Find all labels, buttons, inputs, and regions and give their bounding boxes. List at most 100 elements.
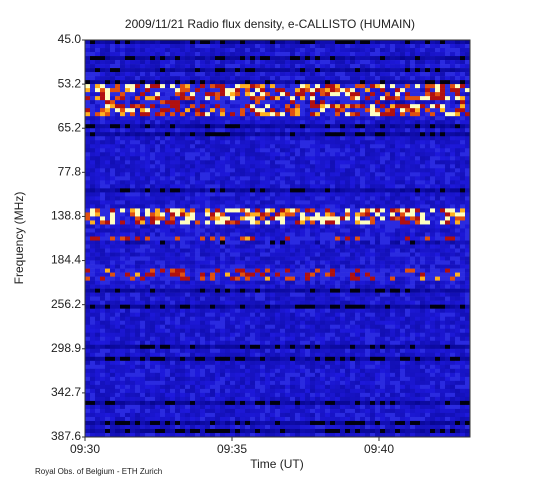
spectrogram-cell xyxy=(85,76,91,81)
spectrogram-cell xyxy=(330,156,336,161)
spectrogram-cell xyxy=(275,80,281,85)
spectrogram-cell xyxy=(210,260,216,265)
spectrogram-cell xyxy=(330,296,336,301)
spectrogram-cell xyxy=(410,216,416,221)
spectrogram-cell xyxy=(115,208,121,213)
spectrogram-cell xyxy=(95,60,101,65)
spectrogram-cell xyxy=(305,216,311,221)
spectrogram-cell xyxy=(270,76,276,81)
spectrogram-cell xyxy=(415,284,421,289)
spectrogram-cell xyxy=(465,192,471,197)
spectrogram-cell xyxy=(415,212,421,217)
spectrogram-cell xyxy=(195,236,201,241)
spectrogram-cell xyxy=(145,84,151,89)
spectrogram-cell xyxy=(350,232,356,237)
spectrogram-cell xyxy=(125,276,131,281)
spectrogram-cell xyxy=(385,284,391,289)
spectrogram-cell xyxy=(460,252,466,257)
spectrogram-cell xyxy=(240,200,246,205)
spectrogram-cell xyxy=(230,164,236,169)
spectrogram-cell xyxy=(460,132,466,137)
spectrogram-cell xyxy=(310,224,316,229)
spectrogram-cell xyxy=(225,272,231,277)
spectrogram-cell xyxy=(210,184,216,189)
spectrogram-cell xyxy=(410,248,416,253)
spectrogram-cell xyxy=(285,276,291,281)
spectrogram-cell xyxy=(230,128,236,133)
spectrogram-cell xyxy=(375,288,381,293)
spectrogram-cell xyxy=(180,96,186,101)
spectrogram-cell xyxy=(100,192,106,197)
spectrogram-cell xyxy=(405,216,411,221)
spectrogram-cell xyxy=(285,288,291,293)
spectrogram-cell xyxy=(245,76,251,81)
spectrogram-cell xyxy=(255,92,261,97)
spectrogram-cell xyxy=(260,264,266,269)
spectrogram-cell xyxy=(425,248,431,253)
spectrogram-cell xyxy=(175,180,181,185)
spectrogram-cell xyxy=(320,100,326,105)
spectrogram-cell xyxy=(405,96,411,101)
spectrogram-cell xyxy=(165,200,171,205)
spectrogram-cell xyxy=(435,156,441,161)
spectrogram-cell xyxy=(380,216,386,221)
spectrogram-cell xyxy=(350,44,356,49)
spectrogram-cell xyxy=(325,228,331,233)
spectrogram-cell xyxy=(325,184,331,189)
spectrogram-cell xyxy=(175,192,181,197)
spectrogram-cell xyxy=(340,288,346,293)
spectrogram-cell xyxy=(275,96,281,101)
spectrogram-cell xyxy=(450,52,456,57)
spectrogram-cell xyxy=(110,264,116,269)
spectrogram-cell xyxy=(320,260,326,265)
spectrogram-cell xyxy=(390,108,396,113)
spectrogram-cell xyxy=(340,208,346,213)
spectrogram-cell xyxy=(450,64,456,69)
spectrogram-cell xyxy=(420,172,426,177)
spectrogram-cell xyxy=(395,100,401,105)
spectrogram-cell xyxy=(165,256,171,261)
spectrogram-cell xyxy=(430,144,436,149)
spectrogram-cell xyxy=(140,196,146,201)
spectrogram-cell xyxy=(405,264,411,269)
spectrogram-cell xyxy=(160,144,166,149)
spectrogram-cell xyxy=(295,84,301,89)
spectrogram-cell xyxy=(135,40,141,45)
spectrogram-cell xyxy=(195,196,201,201)
spectrogram-cell xyxy=(455,196,461,201)
spectrogram-cell xyxy=(265,240,271,245)
spectrogram-cell xyxy=(100,184,106,189)
spectrogram-cell xyxy=(395,148,401,153)
spectrogram-cell xyxy=(295,148,301,153)
spectrogram-cell xyxy=(330,132,336,137)
spectrogram-cell xyxy=(355,260,361,265)
spectrogram-cell xyxy=(355,96,361,101)
spectrogram-cell xyxy=(135,48,141,53)
spectrogram-cell xyxy=(360,220,366,225)
spectrogram-cell xyxy=(220,172,226,177)
spectrogram-cell xyxy=(250,84,256,89)
spectrogram-cell xyxy=(330,96,336,101)
spectrogram-cell xyxy=(310,248,316,253)
spectrogram-cell xyxy=(225,168,231,173)
spectrogram-cell xyxy=(315,276,321,281)
spectrogram-cell xyxy=(420,248,426,253)
spectrogram-cell xyxy=(200,156,206,161)
spectrogram-cell xyxy=(305,64,311,69)
spectrogram-cell xyxy=(330,56,336,61)
spectrogram-cell xyxy=(120,204,126,209)
spectrogram-cell xyxy=(465,248,471,253)
spectrogram-cell xyxy=(405,296,411,301)
spectrogram-cell xyxy=(170,232,176,237)
spectrogram-cell xyxy=(100,208,106,213)
spectrogram-cell xyxy=(355,200,361,205)
spectrogram-cell xyxy=(315,288,321,293)
spectrogram-cell xyxy=(240,160,246,165)
spectrogram-cell xyxy=(285,260,291,265)
spectrogram-cell xyxy=(340,76,346,81)
spectrogram-cell xyxy=(455,212,461,217)
spectrogram-cell xyxy=(170,100,176,105)
spectrogram-cell xyxy=(160,192,166,197)
spectrogram-cell xyxy=(325,132,331,137)
spectrogram-cell xyxy=(160,236,166,241)
